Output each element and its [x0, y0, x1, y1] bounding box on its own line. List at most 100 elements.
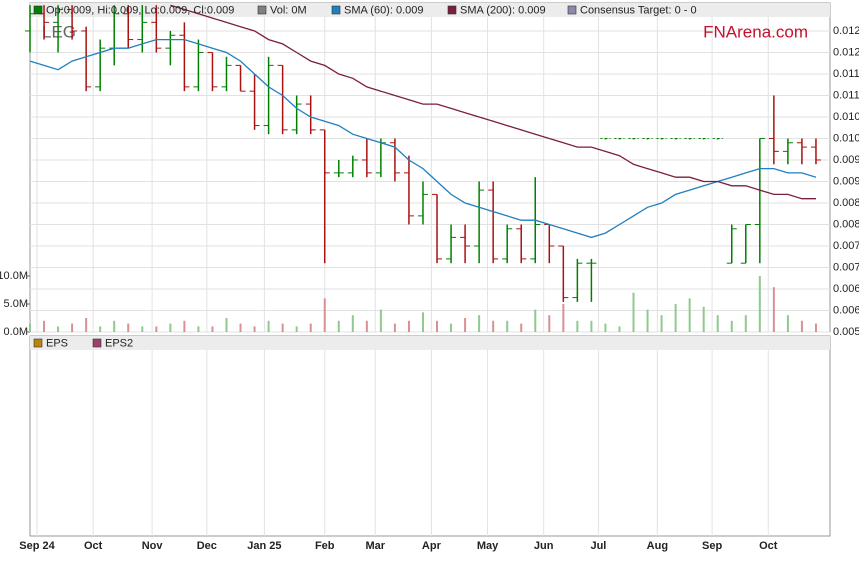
- volume-bar: [646, 309, 649, 332]
- y2-tick-label: 5.0M: [4, 298, 28, 310]
- sma-line: [29, 38, 817, 239]
- volume-bar: [716, 315, 719, 332]
- x-tick-label: Nov: [142, 540, 164, 552]
- x-tick-label: Dec: [197, 540, 217, 552]
- y-tick-label: 0.011: [833, 68, 859, 80]
- legend-swatch: [33, 5, 43, 15]
- volume-bar: [744, 315, 747, 332]
- legend-label: Consensus Target: 0 - 0: [580, 4, 697, 16]
- y-tick-label: 0.011: [833, 89, 859, 101]
- volume-bar: [211, 326, 214, 332]
- volume-bar: [253, 326, 256, 332]
- volume-bar: [197, 326, 200, 332]
- volume-bar: [225, 318, 228, 332]
- eps-legend-bar: [30, 336, 830, 350]
- volume-bar: [323, 298, 326, 332]
- volume-bar: [365, 320, 368, 332]
- volume-bar: [786, 315, 789, 332]
- volume-bar: [548, 315, 551, 332]
- volume-bar: [478, 315, 481, 332]
- legend-swatch: [33, 338, 43, 348]
- volume-bar: [492, 320, 495, 332]
- volume-bar: [113, 320, 116, 332]
- volume-bar: [506, 320, 509, 332]
- volume-bar: [436, 320, 439, 332]
- volume-bar: [71, 323, 74, 332]
- volume-bar: [29, 323, 31, 332]
- legend-label: EPS2: [105, 337, 133, 349]
- volume-bar: [351, 315, 354, 332]
- volume-bar: [43, 320, 46, 332]
- x-tick-label: Aug: [647, 540, 668, 552]
- y-tick-label: 0.008: [833, 197, 859, 209]
- y-tick-label: 0.010: [833, 132, 859, 144]
- x-tick-label: May: [477, 540, 499, 552]
- volume-bar: [379, 309, 382, 332]
- y-tick-label: 0.006: [833, 304, 859, 316]
- legend-label: SMA (200): 0.009: [460, 4, 546, 16]
- volume-bar: [183, 320, 186, 332]
- x-tick-label: Sep: [702, 540, 722, 552]
- volume-bar: [295, 326, 298, 332]
- legend-swatch: [92, 338, 102, 348]
- volume-bar: [85, 318, 88, 332]
- volume-bar: [604, 323, 607, 332]
- y2-tick-label: 10.0M: [0, 270, 28, 282]
- legend-bar: [30, 3, 830, 17]
- volume-bar: [730, 320, 733, 332]
- volume-bar: [281, 323, 284, 332]
- y-tick-label: 0.010: [833, 111, 859, 123]
- volume-bar: [632, 292, 635, 332]
- volume-bar: [660, 315, 663, 332]
- y-tick-label: 0.007: [833, 261, 859, 273]
- volume-bar: [576, 320, 579, 332]
- y-tick-label: 0.008: [833, 218, 859, 230]
- volume-bar: [688, 298, 691, 332]
- price-panel: [29, 2, 831, 333]
- y-tick-label: 0.012: [833, 25, 859, 37]
- volume-bar: [309, 323, 312, 332]
- legend-label: SMA (60): 0.009: [344, 4, 424, 16]
- x-tick-label: Mar: [365, 540, 385, 552]
- volume-bar: [814, 323, 817, 332]
- legend-label: Op:0.009, Hi:0.009, Lo:0.009, Cl:0.009: [46, 4, 234, 16]
- brand: FNArena.com: [703, 22, 808, 41]
- volume-bar: [57, 326, 60, 332]
- volume-bar: [169, 323, 172, 332]
- x-tick-label: Jun: [534, 540, 554, 552]
- x-tick-label: Feb: [315, 540, 335, 552]
- legend-label: EPS: [46, 337, 68, 349]
- volume-bar: [267, 320, 270, 332]
- volume-bar: [99, 326, 102, 332]
- volume-bar: [141, 326, 144, 332]
- volume-bar: [702, 306, 705, 332]
- x-tick-label: Apr: [422, 540, 442, 552]
- y-tick-label: 0.007: [833, 240, 859, 252]
- legend-label: Vol: 0M: [270, 4, 307, 16]
- grid: [30, 17, 830, 536]
- y-tick-label: 0.012: [833, 46, 859, 58]
- y2-tick-label: 0.0M: [4, 326, 28, 338]
- sma-line: [170, 4, 816, 200]
- volume-bar: [674, 304, 677, 332]
- volume-bar: [772, 287, 775, 332]
- y-tick-label: 0.009: [833, 154, 859, 166]
- x-tick-label: Oct: [84, 540, 103, 552]
- legend-swatch: [257, 5, 267, 15]
- volume-bar: [758, 276, 761, 332]
- volume-bar: [534, 309, 537, 332]
- volume-bar: [590, 320, 593, 332]
- volume-bar: [421, 312, 424, 332]
- volume-bar: [800, 320, 803, 332]
- x-tick-label: Jan 25: [247, 540, 281, 552]
- y-tick-label: 0.006: [833, 283, 859, 295]
- y-tick-label: 0.009: [833, 175, 859, 187]
- volume-bar: [127, 323, 130, 332]
- x-tick-label: Jul: [590, 540, 606, 552]
- volume-bar: [562, 304, 565, 332]
- x-tick-label: Sep 24: [19, 540, 55, 552]
- volume-bar: [337, 320, 340, 332]
- volume-bar: [618, 326, 621, 332]
- volume-bar: [393, 323, 396, 332]
